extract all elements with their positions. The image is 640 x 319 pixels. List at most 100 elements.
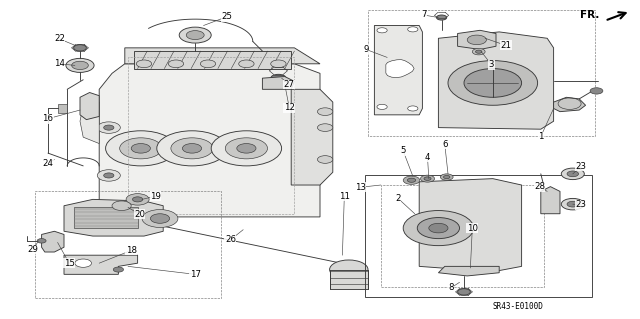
Polygon shape xyxy=(64,255,138,274)
Bar xyxy=(134,51,291,69)
Circle shape xyxy=(171,138,213,159)
Bar xyxy=(35,191,221,298)
Circle shape xyxy=(37,239,46,243)
Circle shape xyxy=(424,177,431,181)
Circle shape xyxy=(237,144,256,153)
Polygon shape xyxy=(374,26,422,115)
Bar xyxy=(365,175,592,297)
Circle shape xyxy=(97,170,120,181)
Circle shape xyxy=(168,60,184,68)
Circle shape xyxy=(271,60,286,68)
Circle shape xyxy=(317,124,333,131)
Text: 2: 2 xyxy=(396,194,401,203)
Text: 1: 1 xyxy=(538,132,543,141)
Circle shape xyxy=(403,211,474,246)
Circle shape xyxy=(567,171,579,177)
Bar xyxy=(74,207,138,228)
Polygon shape xyxy=(386,60,414,78)
Circle shape xyxy=(179,27,211,43)
Text: 10: 10 xyxy=(467,224,478,233)
Text: 19: 19 xyxy=(150,192,161,201)
Polygon shape xyxy=(438,32,554,129)
Circle shape xyxy=(330,260,368,279)
Circle shape xyxy=(126,194,149,205)
Polygon shape xyxy=(64,199,163,236)
Text: 28: 28 xyxy=(534,182,545,191)
Text: 24: 24 xyxy=(42,159,54,168)
Circle shape xyxy=(211,131,282,166)
Text: 17: 17 xyxy=(189,270,201,279)
Text: 11: 11 xyxy=(339,192,350,201)
Circle shape xyxy=(225,138,268,159)
Circle shape xyxy=(429,223,448,233)
Polygon shape xyxy=(125,48,320,64)
Circle shape xyxy=(458,289,470,295)
Text: FR.: FR. xyxy=(580,10,600,20)
Text: 8: 8 xyxy=(449,283,454,292)
Polygon shape xyxy=(554,97,586,112)
Text: 29: 29 xyxy=(28,245,38,254)
Circle shape xyxy=(112,201,131,211)
Circle shape xyxy=(150,214,170,223)
Polygon shape xyxy=(262,77,294,89)
Circle shape xyxy=(186,31,204,40)
Circle shape xyxy=(104,125,114,130)
Polygon shape xyxy=(458,30,496,49)
Text: 13: 13 xyxy=(355,183,366,192)
Circle shape xyxy=(113,267,124,272)
Text: 16: 16 xyxy=(42,114,54,123)
Circle shape xyxy=(407,178,416,182)
Polygon shape xyxy=(541,187,560,214)
Text: 23: 23 xyxy=(575,162,587,171)
Circle shape xyxy=(476,50,482,53)
Polygon shape xyxy=(80,102,99,144)
Text: 5: 5 xyxy=(401,146,406,155)
Circle shape xyxy=(567,201,579,207)
Circle shape xyxy=(408,27,418,32)
Circle shape xyxy=(182,144,202,153)
Polygon shape xyxy=(291,89,333,185)
Circle shape xyxy=(142,210,178,227)
Text: 20: 20 xyxy=(134,210,145,219)
Text: 23: 23 xyxy=(575,200,587,209)
Polygon shape xyxy=(99,64,320,217)
Text: 25: 25 xyxy=(221,12,233,21)
Text: 21: 21 xyxy=(500,41,511,50)
Circle shape xyxy=(403,176,420,184)
Text: 7: 7 xyxy=(421,11,426,19)
Circle shape xyxy=(377,104,387,109)
Circle shape xyxy=(299,122,322,133)
Circle shape xyxy=(467,35,486,45)
Text: 12: 12 xyxy=(284,103,295,112)
Circle shape xyxy=(66,58,94,72)
Circle shape xyxy=(377,28,387,33)
Circle shape xyxy=(444,175,450,179)
Text: 6: 6 xyxy=(442,140,447,149)
Text: 15: 15 xyxy=(63,259,75,268)
Circle shape xyxy=(120,138,162,159)
Text: 3: 3 xyxy=(489,60,494,69)
Circle shape xyxy=(440,174,453,180)
Circle shape xyxy=(342,263,353,268)
Bar xyxy=(330,270,368,289)
Polygon shape xyxy=(419,179,522,272)
Circle shape xyxy=(97,122,120,133)
Circle shape xyxy=(200,60,216,68)
Text: 14: 14 xyxy=(54,59,65,68)
Circle shape xyxy=(157,131,227,166)
Circle shape xyxy=(305,173,316,178)
Circle shape xyxy=(417,218,460,239)
Text: SR43-E0100D: SR43-E0100D xyxy=(493,302,544,311)
Circle shape xyxy=(472,48,485,55)
Circle shape xyxy=(239,60,254,68)
Text: 26: 26 xyxy=(225,235,236,244)
Circle shape xyxy=(448,61,538,105)
Circle shape xyxy=(464,69,522,97)
Circle shape xyxy=(561,168,584,180)
Circle shape xyxy=(590,88,603,94)
Polygon shape xyxy=(80,93,99,120)
Text: 18: 18 xyxy=(125,246,137,255)
Text: 9: 9 xyxy=(364,45,369,54)
Circle shape xyxy=(271,74,286,82)
Circle shape xyxy=(136,60,152,68)
